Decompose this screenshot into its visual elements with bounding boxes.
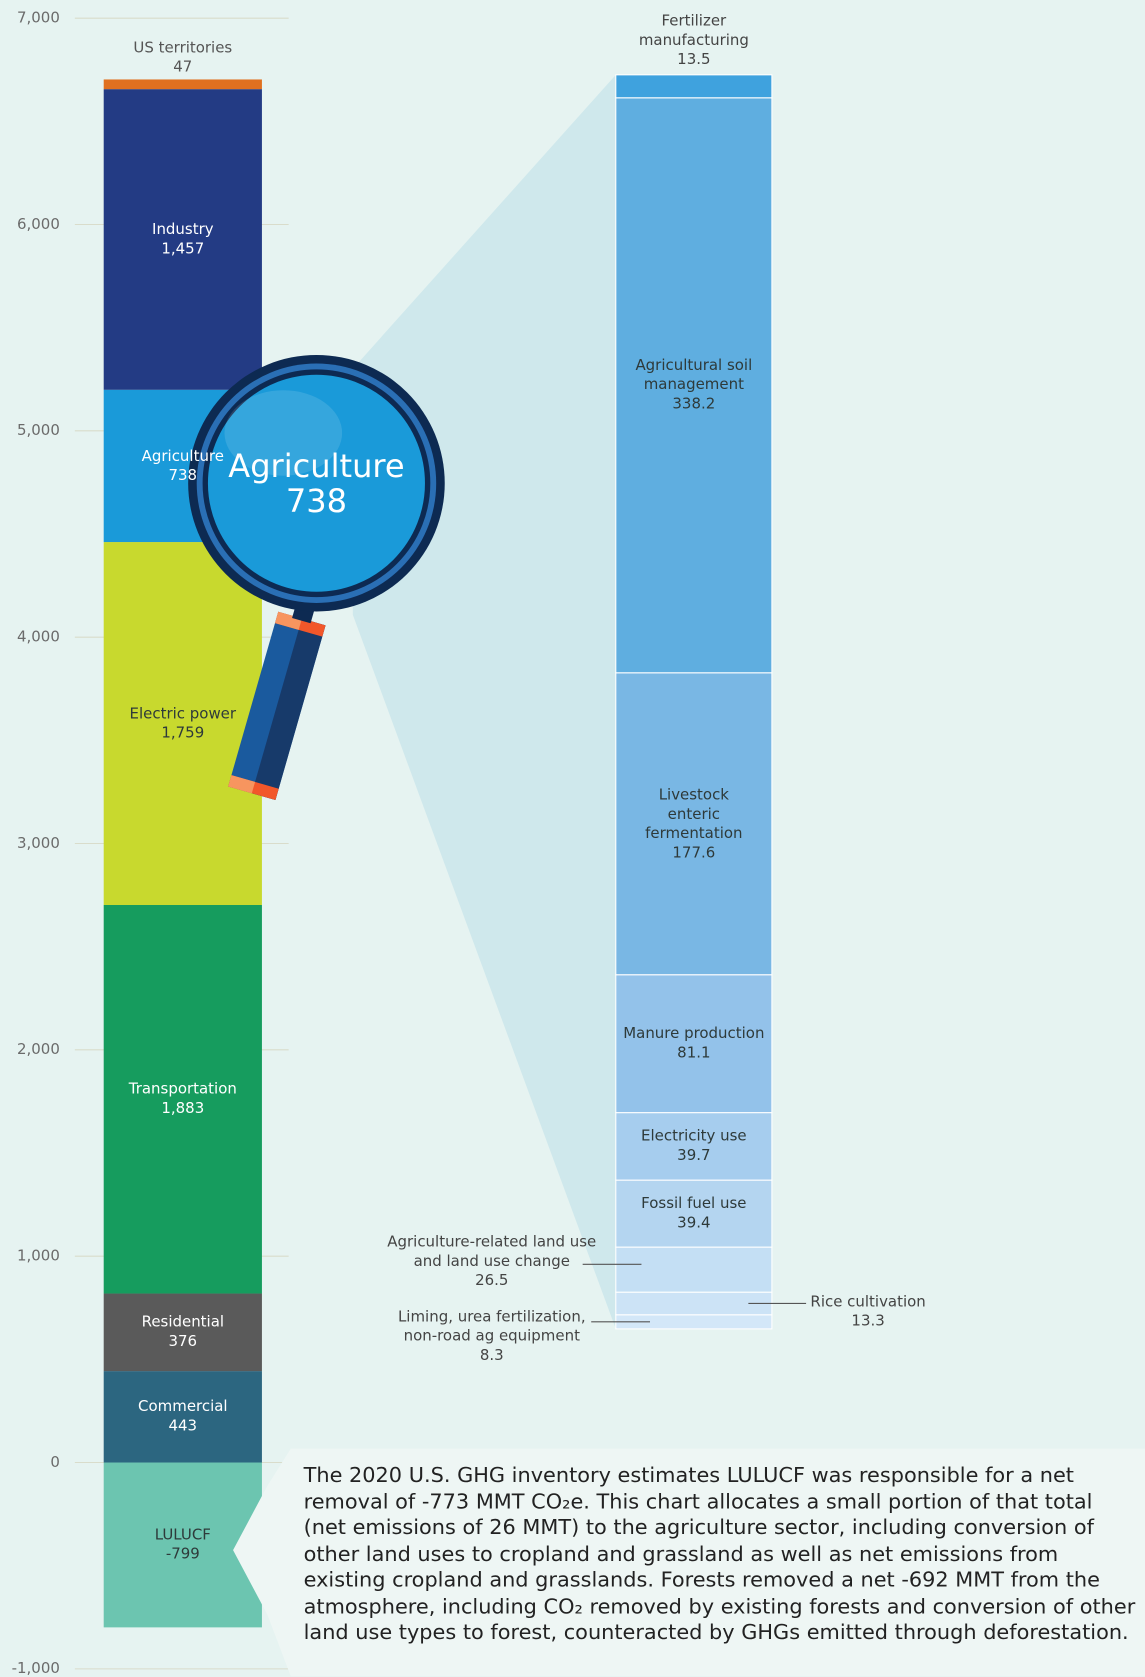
value-label: 13.3 xyxy=(851,1313,885,1331)
bar-segment xyxy=(103,904,262,1294)
segment-label: LULUCF -799 xyxy=(113,1526,252,1564)
magnifier-label: Agriculture 738 xyxy=(210,449,424,520)
category-label: Electric power xyxy=(129,705,237,723)
y-tick-label: 6,000 xyxy=(17,215,60,234)
handle-band-light xyxy=(275,611,302,630)
bar-segment xyxy=(615,74,773,99)
value-label: 177.6 xyxy=(672,844,716,862)
segment-label: Industry 1,457 xyxy=(113,220,252,258)
segment-label: US territories 47 xyxy=(97,39,268,77)
magnifier-value: 738 xyxy=(285,483,348,521)
bar-segment xyxy=(615,1246,773,1293)
zoom-projection xyxy=(352,74,616,1329)
value-label: 39.7 xyxy=(677,1147,711,1165)
value-label: 47 xyxy=(173,59,193,77)
category-label: Transportation xyxy=(128,1081,237,1099)
handle-shade xyxy=(251,618,326,801)
handle-band-light xyxy=(228,775,256,794)
value-label: 1,457 xyxy=(161,240,205,258)
y-tick-label: 4,000 xyxy=(17,628,60,646)
value-label: 1,759 xyxy=(161,724,205,742)
segment-label: Commercial 443 xyxy=(113,1398,252,1436)
segment-label: Electricity use 39.7 xyxy=(614,1127,774,1165)
category-label: Manure production xyxy=(623,1025,765,1043)
value-label: 738 xyxy=(168,466,198,485)
segment-label: Electric power 1,759 xyxy=(113,704,252,742)
category-label: Agriculture xyxy=(141,447,224,465)
bar-segment xyxy=(615,1112,773,1181)
lens-glare xyxy=(224,390,343,476)
value-label: 8.3 xyxy=(479,1347,504,1365)
bar-segment xyxy=(103,79,262,90)
y-tick-label: 3,000 xyxy=(17,834,60,853)
value-label: 376 xyxy=(168,1333,198,1351)
y-tick-label: 2,000 xyxy=(17,1041,60,1059)
value-label: 13.5 xyxy=(677,51,711,69)
category-label: Electricity use xyxy=(641,1128,747,1146)
bars xyxy=(103,74,773,1628)
segment-label: Manure production 81.1 xyxy=(614,1024,774,1062)
bar-segment xyxy=(615,97,773,674)
segment-label: Transportation 1,883 xyxy=(113,1080,252,1118)
segment-label: Rice cultivation 13.3 xyxy=(799,1293,938,1331)
y-tick-label: 1,000 xyxy=(17,1247,60,1265)
bar-segment xyxy=(615,974,773,1114)
value-label: 26.5 xyxy=(475,1271,509,1289)
category-label: Residential xyxy=(141,1314,225,1332)
segment-label: Residential 376 xyxy=(113,1313,252,1351)
bar-segment xyxy=(103,1462,262,1628)
annotation: The 2020 U.S. GHG inventory estimates LU… xyxy=(303,1462,1136,1645)
value-label: 81.1 xyxy=(677,1044,711,1062)
bar-segment xyxy=(103,1293,262,1372)
value-label: 443 xyxy=(168,1417,198,1435)
y-tick-label: 0 xyxy=(50,1453,60,1472)
category-label: Rice cultivation xyxy=(810,1293,926,1311)
y-tick-label: 7,000 xyxy=(17,9,60,27)
segment-label: Agricultural soil management 338.2 xyxy=(614,356,774,414)
category-label: LULUCF xyxy=(154,1526,211,1544)
category-label: Commercial xyxy=(138,1398,228,1416)
segment-label: Agriculture-related land use and land us… xyxy=(374,1232,609,1290)
category-label: Liming, urea fertilization, non-road ag … xyxy=(397,1308,586,1346)
segment-label: Fossil fuel use 39.4 xyxy=(614,1194,774,1232)
value-label: -799 xyxy=(165,1546,200,1564)
category-label: Fossil fuel use xyxy=(641,1195,747,1213)
segment-label: Fertilizer manufacturing 13.5 xyxy=(614,12,774,70)
segment-label: Agriculture 738 xyxy=(113,447,252,485)
category-label: Livestock enteric fermentation xyxy=(645,786,743,842)
lens xyxy=(202,369,431,598)
value-label: 39.4 xyxy=(677,1214,711,1232)
bar-segment xyxy=(615,1179,773,1248)
category-label: US territories xyxy=(133,39,233,57)
bar-segment xyxy=(103,542,262,905)
category-label: Agriculture-related land use and land us… xyxy=(387,1233,597,1270)
value-label: 338.2 xyxy=(672,395,716,414)
category-label: Agricultural soil management xyxy=(635,357,753,394)
segment-label: Liming, urea fertilization, non-road ag … xyxy=(385,1308,599,1366)
bar-segment xyxy=(103,89,262,390)
bar-segment xyxy=(615,672,773,976)
y-tick-label: -1,000 xyxy=(11,1660,60,1677)
category-label: Fertilizer manufacturing xyxy=(638,12,749,50)
magnifier-category: Agriculture xyxy=(228,447,405,486)
annotation-box xyxy=(233,1448,1145,1677)
segment-label: Livestock enteric fermentation 177.6 xyxy=(640,785,747,862)
value-label: 1,883 xyxy=(161,1100,205,1118)
y-tick-label: 5,000 xyxy=(17,422,60,440)
category-label: Industry xyxy=(152,221,214,239)
bar-segment xyxy=(103,1371,262,1463)
magnifier xyxy=(188,354,445,801)
